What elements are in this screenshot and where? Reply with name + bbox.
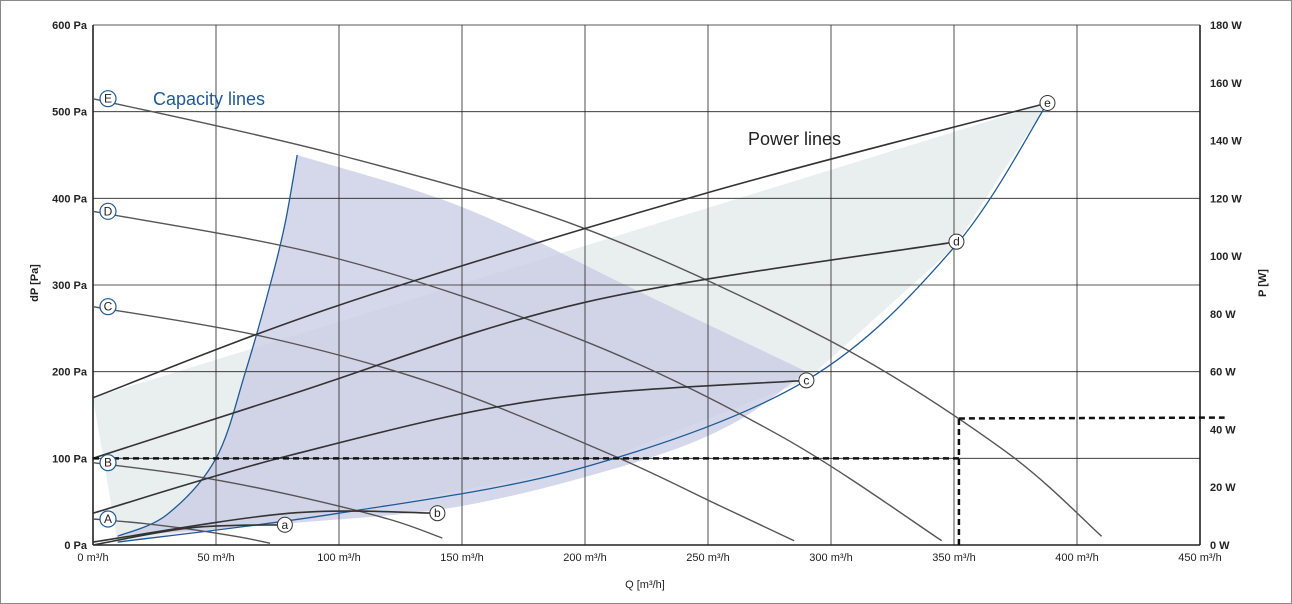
- capacity-marker-e: [99, 90, 117, 108]
- y-right-tick-label: 120 W: [1210, 193, 1242, 205]
- x-tick-label: 350 m³/h: [932, 552, 975, 564]
- capacity-marker-label: D: [104, 204, 113, 218]
- capacity-area-left-edge: [117, 154, 298, 537]
- curve-markers: A B C D Ea b c d e: [99, 90, 1056, 533]
- capacity-lines-annotation: Capacity lines: [153, 89, 265, 109]
- y-left-tick-label: 300 Pa: [52, 280, 88, 292]
- operating-point-c: [798, 372, 815, 389]
- y-left-tick-label: 600 Pa: [52, 20, 88, 32]
- y-right-tick-label: 140 W: [1210, 136, 1242, 148]
- operating-point-e: [1039, 95, 1056, 111]
- capacity-marker-label: A: [104, 512, 112, 526]
- y-left-tick-label: 100 Pa: [52, 453, 88, 465]
- x-tick-label: 250 m³/h: [686, 552, 729, 564]
- capacity-line-a: [92, 518, 271, 544]
- operating-point-label: d: [953, 235, 960, 249]
- x-tick-label: 50 m³/h: [197, 552, 234, 564]
- y-axis-right-label: P [W]: [1257, 269, 1269, 297]
- power-line-a: [92, 524, 285, 546]
- x-tick-label: 100 m³/h: [317, 552, 360, 564]
- y-right-tick-label: 80 W: [1210, 309, 1236, 321]
- y-left-tick-label: 400 Pa: [52, 193, 88, 205]
- power-lines-annotation: Power lines: [748, 129, 841, 149]
- x-tick-label: 400 m³/h: [1055, 552, 1098, 564]
- y-right-tick-label: 20 W: [1210, 482, 1236, 494]
- y-left-tick-label: 0 Pa: [64, 540, 88, 552]
- x-tick-label: 200 m³/h: [563, 552, 606, 564]
- operating-point-b: [429, 505, 446, 522]
- reference-dashes: [93, 416, 1225, 545]
- y-left-tick-label: 200 Pa: [52, 367, 88, 379]
- grid-lines: [92, 24, 1201, 546]
- capacity-marker-a: [99, 510, 117, 528]
- operating-point-a: [276, 516, 293, 533]
- capacity-marker-b: [99, 454, 117, 472]
- capacity-marker-c: [99, 298, 117, 316]
- y-right-tick-label: 60 W: [1210, 367, 1236, 379]
- capacity-line-b: [92, 462, 443, 539]
- capacity-line-c: [92, 306, 795, 542]
- operating-point-label: e: [1044, 96, 1051, 110]
- operating-point-label: a: [282, 518, 289, 532]
- x-tick-label: 300 m³/h: [809, 552, 852, 564]
- tick-labels: 0 m³/h 50 m³/h 100 m³/h 150 m³/h 200 m³/h 250…: [52, 20, 1242, 564]
- y-right-tick-label: 100 W: [1210, 251, 1242, 263]
- shaded-areas: [93, 103, 1048, 543]
- power-line-e: [92, 102, 1048, 399]
- x-tick-label: 450 m³/h: [1178, 552, 1221, 564]
- y-right-tick-label: 40 W: [1210, 424, 1236, 436]
- power-line-d: [92, 240, 957, 460]
- x-axis-label: Q [m³/h]: [625, 579, 665, 591]
- operating-point-label: b: [434, 506, 441, 520]
- x-tick-label: 0 m³/h: [77, 552, 108, 564]
- operating-point-d: [948, 233, 965, 250]
- capacity-line-e: [92, 98, 1103, 537]
- capacity-line-d: [92, 210, 943, 542]
- data-lines: [92, 98, 1103, 546]
- power-line-b: [92, 510, 438, 543]
- ref-dash-right: [958, 416, 1225, 420]
- operating-point-label: c: [803, 373, 809, 387]
- capacity-marker-label: C: [104, 300, 113, 314]
- x-tick-label: 150 m³/h: [440, 552, 483, 564]
- capacity-marker-label: B: [104, 456, 112, 470]
- capacity-marker-label: E: [104, 92, 112, 106]
- capacity-marker-d: [99, 202, 117, 220]
- power-line-c: [92, 379, 807, 514]
- y-right-tick-label: 160 W: [1210, 78, 1242, 90]
- y-right-tick-label: 180 W: [1210, 20, 1242, 32]
- y-left-tick-label: 500 Pa: [52, 107, 88, 119]
- y-axis-left-label: dP [Pa]: [29, 264, 41, 302]
- y-right-tick-label: 0 W: [1210, 540, 1230, 552]
